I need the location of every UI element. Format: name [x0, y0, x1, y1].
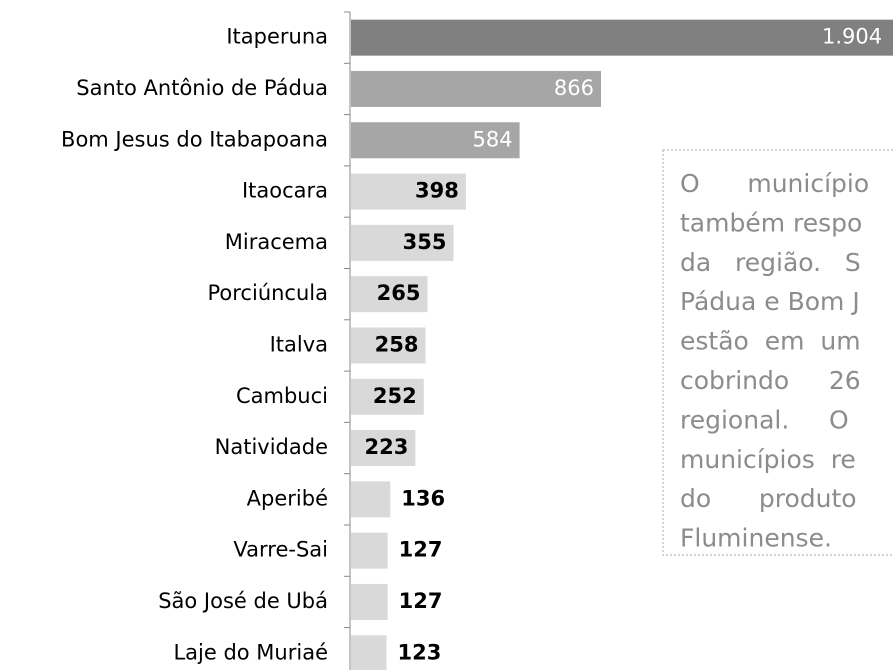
value-label: 265	[377, 281, 421, 305]
annotation-line: municípios re	[680, 445, 856, 474]
category-label: Italva	[270, 332, 328, 356]
category-label: Itaperuna	[226, 25, 328, 49]
category-label: Itaocara	[242, 179, 328, 203]
category-label: Natividade	[215, 435, 328, 459]
value-label: 123	[398, 640, 442, 664]
annotation-box	[662, 149, 893, 556]
bar	[351, 532, 388, 569]
value-label: 252	[373, 384, 417, 408]
annotation-line: da região. S	[680, 248, 861, 277]
value-label: 1.904	[822, 25, 882, 49]
category-label: Bom Jesus do Itabapoana	[61, 127, 328, 151]
value-label: 355	[403, 230, 447, 254]
category-label: Varre-Sai	[233, 538, 328, 562]
bar	[351, 635, 387, 670]
bar	[351, 481, 391, 518]
bar	[351, 583, 388, 620]
bar	[351, 70, 601, 107]
annotation-line: Pádua e Bom J	[680, 287, 860, 316]
value-label: 398	[415, 179, 459, 203]
bar	[351, 173, 466, 210]
category-label: Santo Antônio de Pádua	[76, 76, 328, 100]
annotation-line: também respo	[680, 208, 862, 237]
value-label: 584	[472, 127, 512, 151]
category-label: Porciúncula	[208, 281, 329, 305]
bar	[351, 276, 428, 313]
value-label: 127	[399, 538, 443, 562]
annotation-line: regional. O	[680, 405, 849, 434]
annotation-line: Fluminense.	[680, 524, 832, 553]
annotation-line: cobrindo 26	[680, 366, 861, 395]
bar	[351, 122, 520, 159]
bar	[351, 430, 416, 467]
bar	[351, 327, 426, 364]
value-label: 136	[401, 486, 445, 510]
value-label: 258	[375, 332, 419, 356]
category-label: Miracema	[225, 230, 328, 254]
bar	[351, 378, 424, 415]
category-label: Laje do Muriaé	[173, 640, 328, 664]
value-label: 223	[365, 435, 409, 459]
category-label: Aperibé	[247, 486, 328, 510]
category-label: Cambuci	[236, 384, 328, 408]
annotation-line: O município	[680, 169, 869, 198]
annotation-line: estão em um	[680, 327, 861, 356]
bar	[351, 224, 454, 261]
bar	[351, 19, 893, 56]
category-label: São José de Ubá	[158, 589, 328, 613]
value-label: 866	[554, 76, 594, 100]
annotation-line: do produto	[680, 484, 857, 513]
value-label: 127	[399, 589, 443, 613]
